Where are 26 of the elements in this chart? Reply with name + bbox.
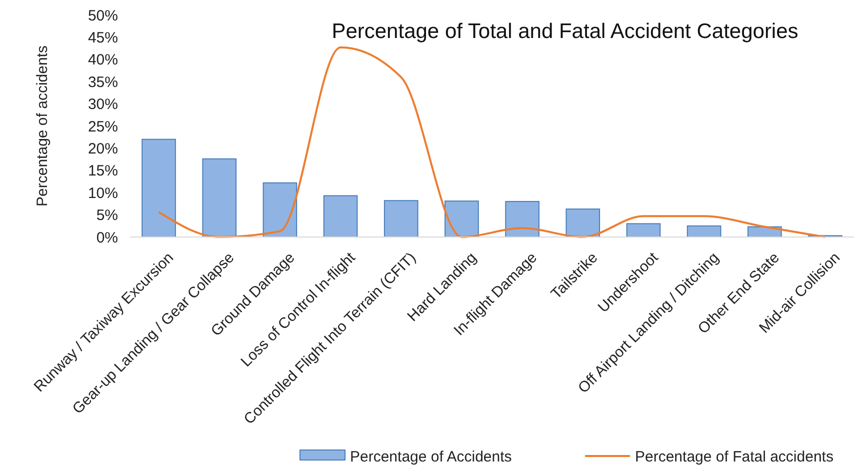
y-tick-label: 30% xyxy=(88,96,118,114)
bar xyxy=(444,200,479,238)
legend-label: Percentage of Accidents xyxy=(350,448,512,466)
bar xyxy=(384,200,418,238)
chart-title: Percentage of Total and Fatal Accident Categories xyxy=(332,20,798,43)
y-tick-label: 45% xyxy=(88,29,118,46)
bar xyxy=(202,158,237,238)
bar xyxy=(566,208,600,238)
y-tick-label: 50% xyxy=(88,7,118,24)
bar xyxy=(323,195,358,238)
bar xyxy=(142,138,176,238)
y-tick-label: 10% xyxy=(88,184,118,202)
y-tick-label: 15% xyxy=(88,162,118,180)
y-tick-label: 35% xyxy=(88,74,118,91)
bar xyxy=(262,182,298,238)
line-series xyxy=(158,46,826,238)
y-axis-title: Percentage of accidents xyxy=(34,46,51,206)
y-tick-label: 40% xyxy=(88,52,118,69)
y-tick-label: 0% xyxy=(96,229,118,246)
bar xyxy=(505,200,540,238)
bar xyxy=(686,225,722,238)
y-tick-label: 5% xyxy=(96,207,118,224)
bar xyxy=(626,223,661,238)
y-tick-label: 25% xyxy=(88,118,118,136)
y-tick-label: 20% xyxy=(88,140,118,158)
legend-label: Percentage of Fatal accidents xyxy=(635,448,834,466)
